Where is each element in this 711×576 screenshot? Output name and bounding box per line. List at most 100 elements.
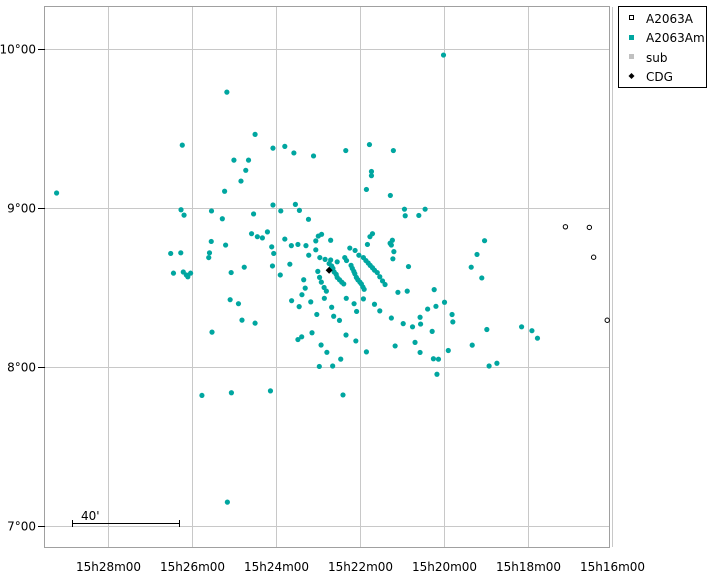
data-point-a2063am — [239, 317, 245, 323]
data-point-a2063am — [296, 207, 303, 213]
y-tick-label: 9°00 — [7, 202, 36, 216]
data-point-a2063am — [282, 143, 288, 149]
data-point-a2063am — [267, 388, 274, 394]
data-point-a2063am — [334, 259, 340, 265]
data-point-a2063am — [353, 338, 359, 344]
data-point-a2063am — [351, 301, 357, 307]
data-point-a2063am — [310, 153, 317, 159]
data-point-a2063am — [329, 304, 335, 310]
data-point-a2063am — [321, 295, 327, 301]
data-point-a2063am — [271, 250, 277, 257]
x-tick-label: 15h24m00 — [244, 560, 309, 574]
data-point-a2063am — [219, 216, 225, 222]
data-point-a2063am — [342, 254, 348, 261]
data-point-a2063am — [363, 349, 370, 355]
data-point-a2063am — [323, 288, 329, 294]
data-point-a2063am — [277, 272, 283, 278]
data-point-a2063am — [401, 206, 408, 212]
data-point-a2063am — [243, 167, 249, 173]
data-point-a2063am — [347, 245, 353, 251]
scale-bar: 40' — [72, 509, 180, 527]
data-point-a2063am — [241, 264, 247, 270]
data-point-a2063am — [450, 319, 456, 325]
data-point-a2063am — [449, 311, 455, 318]
data-point-a2063am — [313, 238, 319, 244]
data-point-a2063am — [529, 328, 535, 334]
data-point-a2063am — [299, 292, 305, 298]
data-point-a2063am — [435, 356, 442, 362]
data-point-a2063am — [306, 252, 312, 258]
data-point-a2063am — [343, 332, 349, 338]
data-point-a2063am — [178, 207, 184, 213]
data-point-a2063am — [187, 270, 194, 276]
data-point-a2063am — [431, 287, 437, 293]
data-point-a2063am — [343, 147, 349, 154]
axis-ticks: 15h28m00 15h26m00 15h24m00 15h22m00 15h20m00… — [0, 43, 645, 575]
data-point-a2063am — [248, 231, 255, 237]
data-point-a2063am — [422, 206, 428, 212]
data-point-a2063am — [534, 335, 541, 341]
plot-frame — [44, 6, 610, 548]
data-point-a2063am — [360, 296, 366, 302]
data-point-a2063am — [318, 342, 324, 348]
data-point-a2063am — [429, 328, 435, 334]
x-tick-label: 15h22m00 — [328, 560, 393, 574]
data-point-a2063am — [400, 321, 406, 327]
data-point-a2063am — [301, 277, 307, 283]
data-point-a2063am — [377, 308, 383, 314]
data-point-a2063am — [316, 363, 322, 370]
data-point-a2063am — [368, 173, 375, 179]
data-point-a2063am — [404, 288, 410, 294]
data-point-a2063am — [209, 329, 215, 335]
data-point-a2063am — [409, 324, 416, 330]
data-point-a2063am — [315, 268, 321, 274]
legend-item-a2063am: A2063Am — [629, 31, 705, 45]
data-point-a2063am — [278, 208, 284, 214]
y-tick-label: 10°00 — [0, 43, 36, 57]
data-point-a2063am — [363, 186, 370, 193]
data-point-a2063am — [282, 236, 288, 242]
legend-label: A2063Am — [646, 31, 705, 45]
data-point-a2063am — [433, 303, 439, 309]
data-point-a2063am — [364, 241, 371, 248]
data-point-a2063am — [224, 499, 230, 505]
data-point-a2063am — [441, 299, 448, 305]
grid — [45, 7, 613, 547]
data-point-a2063am — [468, 264, 474, 270]
y-tick-label: 7°00 — [7, 520, 36, 534]
data-point-a2063am — [486, 363, 492, 369]
data-point-cdg — [325, 266, 333, 274]
x-tick-label: 15h26m00 — [160, 560, 225, 574]
data-point-a2063am — [208, 208, 215, 214]
data-point-a2063am — [53, 190, 60, 196]
data-point-a2063am — [328, 257, 334, 263]
data-point-a2063am — [264, 229, 271, 235]
data-point-a2063am — [269, 263, 276, 269]
data-point-a2063am — [395, 289, 401, 295]
data-point-a2063am — [361, 286, 367, 292]
data-point-a2063a — [586, 224, 593, 231]
x-tick-label: 15h28m00 — [76, 560, 141, 574]
scale-bar-label: 40' — [81, 509, 100, 523]
data-point-a2063am — [206, 250, 213, 256]
data-point-a2063am — [417, 314, 423, 320]
data-point-a2063am — [317, 254, 323, 261]
data-point-a2063am — [366, 141, 373, 148]
data-point-a2063am — [425, 306, 431, 312]
data-point-a2063am — [295, 336, 301, 343]
x-tick-label: 15h16m00 — [580, 560, 645, 574]
data-point-a2063am — [352, 247, 358, 254]
data-point-a2063am — [440, 52, 447, 58]
data-point-a2063am — [388, 315, 394, 321]
data-point-a2063am — [445, 347, 451, 354]
data-point-a2063am — [287, 261, 293, 267]
data-point-a2063am — [208, 238, 214, 245]
data-point-a2063am — [302, 285, 308, 291]
data-point-a2063am — [430, 356, 437, 362]
data-point-a2063am — [338, 356, 344, 362]
data-point-a2063am — [309, 330, 315, 336]
data-point-a2063am — [402, 213, 408, 219]
data-point-a2063am — [288, 243, 294, 249]
data-point-a2063am — [199, 392, 205, 399]
legend-item-a2063a: A2063A — [629, 12, 694, 26]
